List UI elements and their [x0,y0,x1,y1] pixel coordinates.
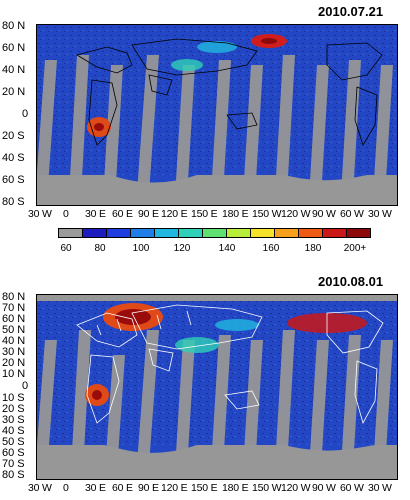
colorbar-swatch [59,229,83,237]
panel1-lat-label: 40 S [2,152,25,164]
panel2-lon-label: 60 W [340,482,364,494]
colorbar-swatch [299,229,323,237]
panel2-lat-label: 10 N [2,368,26,380]
panel2-lat-label: 40 N [2,335,26,347]
panel2-lon-label: 30 E [85,482,106,494]
panel1-lat-label: 20 N [2,86,26,98]
colorbar [58,228,371,238]
panel1-lon-label: 90 W [312,208,336,220]
colorbar-swatch [227,229,251,237]
panel1-lat-label: 20 S [2,130,25,142]
panel2-lat-label: 60 N [2,313,26,325]
panel2-lon-label: 30 W [368,482,392,494]
panel2-lon-label: 60 E [112,482,133,494]
panel1-lon-label: 60 W [340,208,364,220]
panel2-lon-label: 120 E [161,482,188,494]
panel1-map [36,24,398,206]
panel1-lon-label: 150 E [191,208,218,220]
panel2-lon-label: 180 E [222,482,249,494]
panel1-date: 2010.07.21 [318,4,384,19]
panel2-lat-label: 20 N [2,357,26,369]
panel2-lat-label: 70 N [2,302,26,314]
panel2-lon-label: 90 W [312,482,336,494]
colorbar-swatch [251,229,275,237]
colorbar-tick: 100 [132,243,150,254]
colorbar-swatch [275,229,299,237]
panel2-lat-label: 50 N [2,324,26,336]
colorbar-swatch [131,229,155,237]
panel2-lat-label: 10 S [2,392,25,404]
panel2-lat-label: 60 S [2,447,25,459]
colorbar-tick: 180 [304,243,322,254]
colorbar-swatch [203,229,227,237]
colorbar-swatch [107,229,131,237]
colorbar-swatch [347,229,370,237]
panel1-lat-label: 60 N [2,42,26,54]
panel1-lon-label: 90 E [138,208,159,220]
panel2-lat-label: 80 N [2,291,26,303]
panel2-date: 2010.08.01 [318,274,384,289]
colorbar-tick: 60 [60,243,72,254]
panel1-lon-label: 120 E [161,208,188,220]
colorbar-swatch [323,229,347,237]
panel1-lon-label: 150 W [252,208,282,220]
panel2-lon-label: 30 W [28,482,52,494]
colorbar-swatch [83,229,107,237]
colorbar-swatch [179,229,203,237]
panel1-lon-label: 120 W [281,208,311,220]
colorbar-tick: 200+ [343,243,367,254]
panel2-lon-label: 0 [63,482,69,494]
panel2-lat-label: 0 [22,380,29,392]
panel1-lon-label: 30 W [28,208,52,220]
panel2-lat-label: 20 S [2,403,25,415]
panel1-lat-label: 60 S [2,174,25,186]
panel1-lon-label: 0 [63,208,69,220]
panel1-lat-label: 40 N [2,64,26,76]
panel2-lat-label: 80 S [2,469,25,481]
panel2-lon-label: 90 E [138,482,159,494]
panel1-lon-label: 60 E [112,208,133,220]
panel2-lat-label: 50 S [2,436,25,448]
panel1-lat-label: 80 S [2,196,25,208]
panel1-lon-label: 30 W [368,208,392,220]
colorbar-tick: 140 [218,243,236,254]
panel1-lat-label: 0 [22,108,29,120]
panel2-lat-label: 30 N [2,346,26,358]
colorbar-tick: 120 [173,243,191,254]
panel2-lat-label: 30 S [2,414,25,426]
panel2-map [36,294,398,480]
panel2-lon-label: 150 E [191,482,218,494]
panel2-lat-label: 70 S [2,458,25,470]
panel1-lon-label: 30 E [85,208,106,220]
colorbar-swatch [155,229,179,237]
colorbar-tick: 160 [262,243,280,254]
panel1-lat-label: 80 N [2,20,26,32]
panel2-lon-label: 150 W [252,482,282,494]
colorbar-tick: 80 [94,243,106,254]
panel2-lat-label: 40 S [2,425,25,437]
panel2-lon-label: 120 W [281,482,311,494]
panel1-lon-label: 180 E [222,208,249,220]
